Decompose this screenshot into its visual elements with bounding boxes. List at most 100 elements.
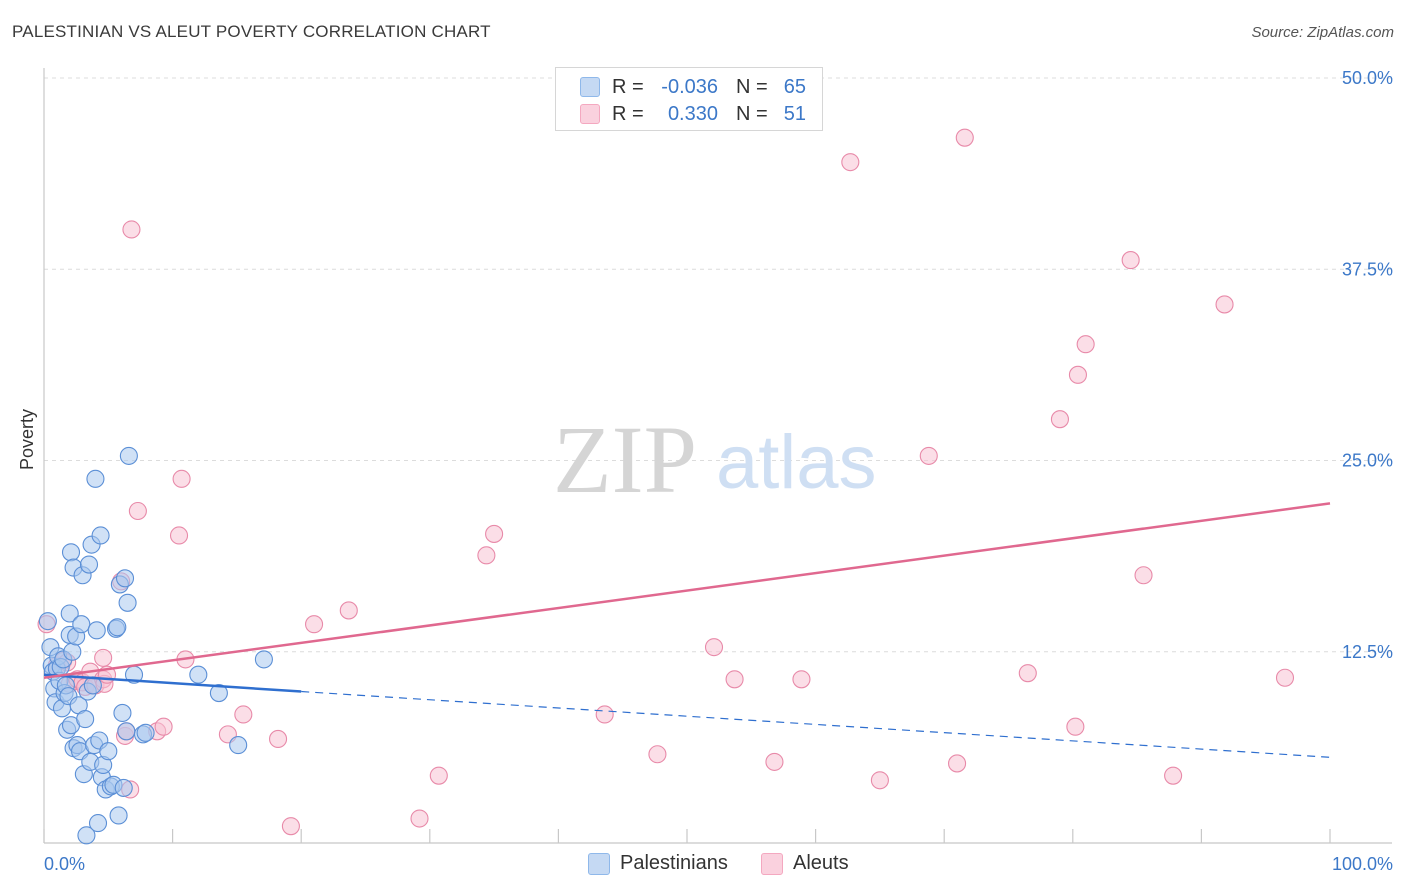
aleuts-point [1215,295,1234,314]
palestinians-point [63,642,82,661]
palestinians-point [76,710,95,729]
aleuts-point [305,615,324,634]
legend-n-value: 51 [783,102,806,125]
palestinians-point [113,703,132,723]
source-credit: Source: ZipAtlas.com [1251,24,1394,41]
legend-swatch-pink [580,104,600,124]
aleuts-point [919,446,938,465]
chart-title: PALESTINIAN VS ALEUT POVERTY CORRELATION… [12,22,491,41]
y-tick-label: 50.0% [1342,68,1393,88]
aleuts-point [1050,410,1069,429]
legend-row-palestinians: R = -0.036 N = 65 [580,74,806,100]
legend-r-value: 0.330 [667,102,718,125]
palestinians-point [119,446,138,465]
aleuts-point [955,128,974,147]
palestinians-point [118,593,137,612]
aleuts-point [410,809,429,828]
axes [43,68,1392,844]
aleuts-point [1068,365,1087,384]
aleuts-point [269,729,288,749]
palestinians-points [38,446,273,845]
palestinians-point [209,684,228,703]
palestinians-point [86,469,105,488]
palestinians-point [254,650,273,669]
aleuts-point [429,766,448,785]
y-tick-label: 25.0% [1342,451,1393,471]
palestinians-point [79,555,99,574]
palestinians-trend-extension [301,690,1331,758]
palestinians-point [136,723,155,742]
aleuts-point [122,220,141,239]
aleuts-point [1121,251,1140,270]
legend-swatch-pink [761,852,783,875]
aleuts-point [765,752,784,771]
aleuts-point [128,501,147,521]
aleuts-point [704,638,724,657]
aleuts-point [1076,335,1095,354]
tick-labels: 12.5% 25.0% 37.5% 50.0% 0.0% 100.0% [44,68,1393,874]
aleuts-point [792,670,811,689]
aleuts-point [172,469,191,488]
aleuts-point [477,546,496,565]
palestinians-point [88,814,108,833]
legend-row-aleuts: R = 0.330 N = 51 [580,101,806,127]
palestinians-point [99,742,118,761]
legend-r-label: R = [612,102,644,125]
aleuts-point [595,705,614,724]
watermark: ZIP atlas [553,406,877,513]
y-tick-label: 37.5% [1342,259,1393,279]
palestinians-point [115,569,135,588]
aleuts-point [169,526,189,545]
palestinians-point [77,826,96,845]
palestinians-point [91,526,110,545]
y-tick-label: 12.5% [1342,642,1393,662]
legend-swatch-blue [580,77,600,97]
aleuts-point [1164,766,1183,785]
watermark-atlas: atlas [716,420,877,505]
palestinians-point [117,722,136,741]
aleuts-point [841,153,860,172]
palestinians-point [189,665,208,684]
aleuts-point [725,670,744,689]
aleuts-point [154,717,173,736]
aleuts-point [94,648,113,667]
palestinians-point [72,615,91,634]
aleuts-point [485,524,504,543]
palestinians-point [61,543,81,562]
aleuts-point [648,745,667,764]
palestinians-trend-line [43,673,302,693]
palestinians-point [108,618,127,637]
watermark-zip: ZIP [553,406,697,513]
legend-swatch-blue [588,852,610,875]
legend-r-value: -0.036 [661,75,718,98]
aleuts-point [339,601,358,620]
legend-n-label: N = [736,102,768,125]
palestinians-point [60,604,79,623]
legend-item-palestinians[interactable]: Palestinians [588,852,728,875]
aleuts-point [870,771,889,790]
aleuts-point [234,705,253,724]
aleuts-point [1134,566,1153,585]
x-tick-label-max: 100.0% [1332,854,1393,874]
palestinians-point [109,806,128,825]
aleuts-point [1018,664,1037,683]
x-tick-label-min: 0.0% [44,854,85,874]
correlation-legend: R = -0.036 N = 65 R = 0.330 N = 51 [555,67,823,131]
aleuts-trend-line [43,502,1331,679]
legend-r-label: R = [612,75,644,98]
legend-item-aleuts[interactable]: Aleuts [761,852,849,875]
palestinians-point [38,612,57,631]
palestinians-point [229,736,248,755]
palestinians-point [114,778,133,797]
legend-n-label: N = [736,75,768,98]
legend-n-value: 65 [783,75,806,98]
aleuts-point [1275,668,1295,687]
aleuts-point [281,817,300,836]
aleuts-point [1066,717,1085,736]
aleuts-point [948,754,967,773]
palestinians-point [87,621,106,640]
grid-lines [44,77,1392,653]
trend-lines [43,502,1331,758]
legend-label-palestinians: Palestinians [620,852,728,874]
